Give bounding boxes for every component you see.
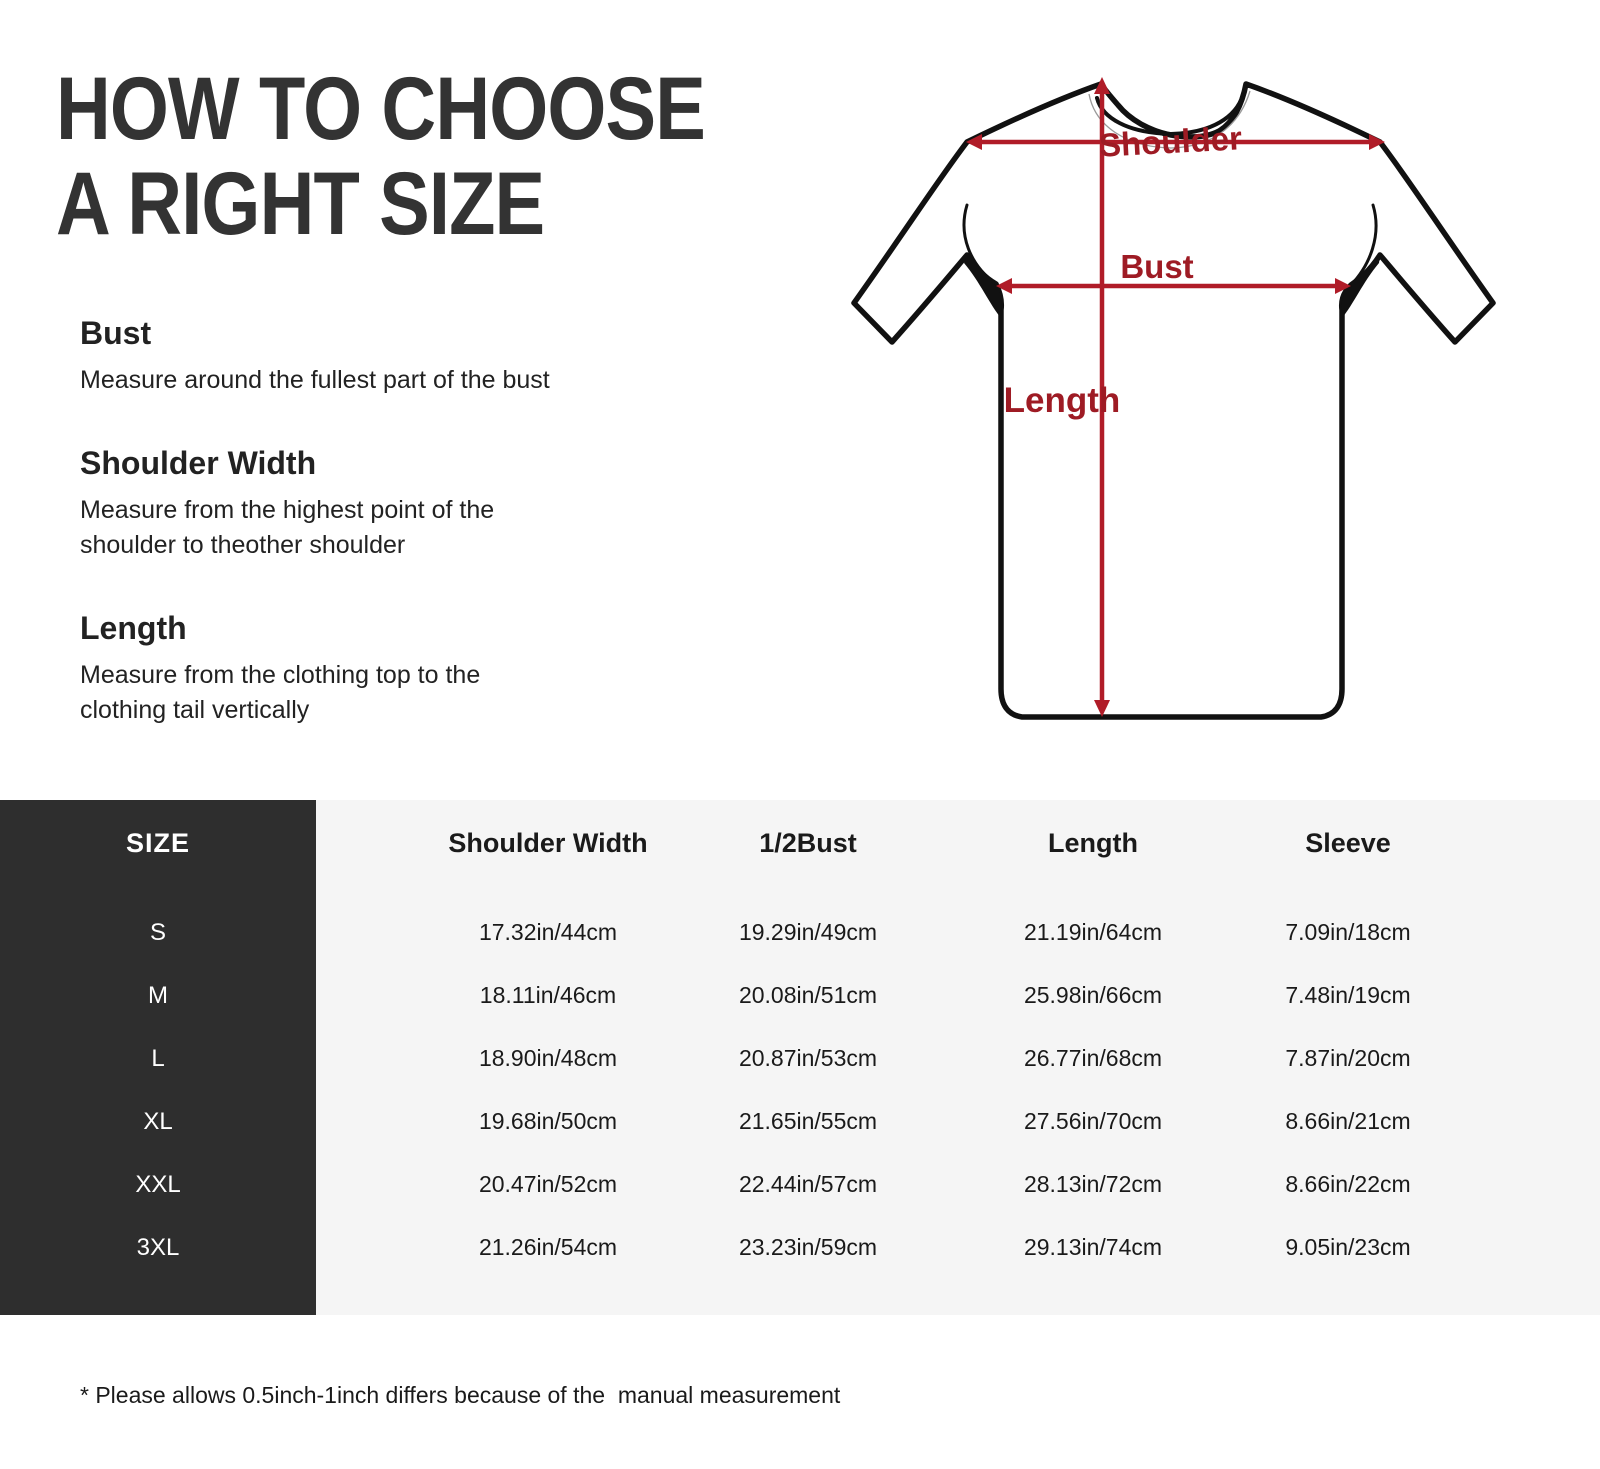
svg-text:Bust: Bust — [1120, 248, 1193, 285]
svg-text:Length: Length — [1004, 381, 1121, 420]
svg-text:Shoulder: Shoulder — [1098, 119, 1243, 163]
